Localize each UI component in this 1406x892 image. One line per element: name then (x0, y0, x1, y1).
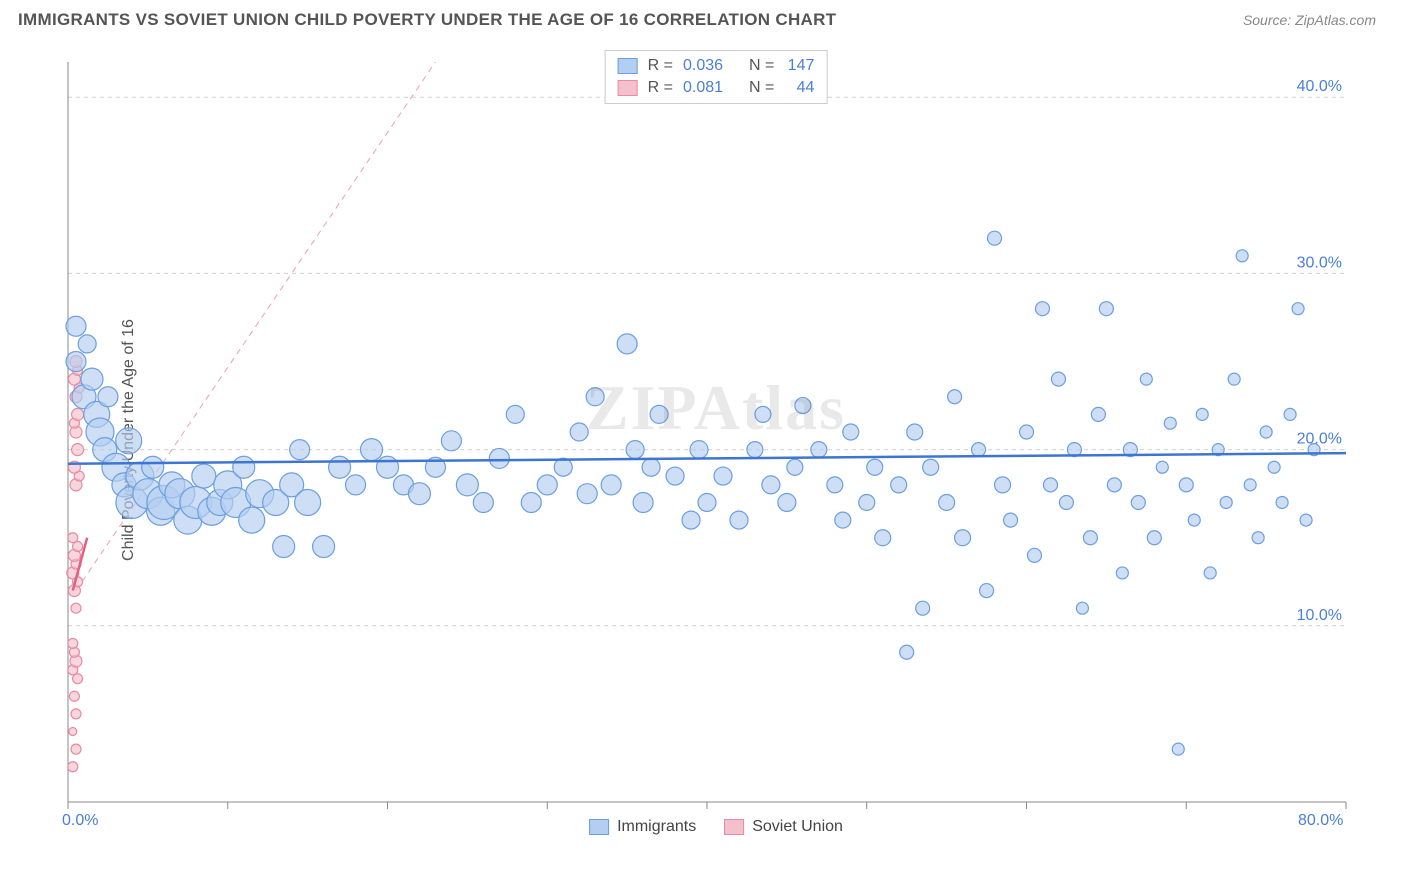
n-value: 147 (784, 55, 814, 77)
r-label: R = (648, 55, 673, 77)
r-value: 0.036 (683, 55, 723, 77)
svg-text:10.0%: 10.0% (1297, 607, 1342, 624)
x-axis-min: 0.0% (62, 812, 98, 830)
legend-row-immigrants: R = 0.036 N = 147 (618, 55, 815, 77)
legend-row-soviet: R = 0.081 N = 44 (618, 77, 815, 99)
x-axis-max: 80.0% (1298, 812, 1343, 830)
r-value: 0.081 (683, 77, 723, 99)
svg-text:40.0%: 40.0% (1297, 78, 1342, 95)
chart-title: IMMIGRANTS VS SOVIET UNION CHILD POVERTY… (18, 10, 836, 30)
chart-container: Child Poverty Under the Age of 16 10.0%2… (18, 40, 1388, 840)
n-label: N = (749, 55, 774, 77)
swatch-soviet (724, 819, 744, 835)
legend-stats: R = 0.036 N = 147 R = 0.081 N = 44 (605, 50, 828, 104)
swatch-immigrants (618, 58, 638, 74)
r-label: R = (648, 77, 673, 99)
plot-area: 10.0%20.0%30.0%40.0% ZIPAtlas R = 0.036 … (56, 40, 1376, 840)
swatch-immigrants (589, 819, 609, 835)
legend-item-immigrants: Immigrants (589, 818, 696, 836)
legend-bottom: Immigrants Soviet Union (589, 818, 843, 836)
legend-label: Immigrants (617, 818, 696, 836)
source-label: Source: ZipAtlas.com (1243, 12, 1376, 28)
n-value: 44 (784, 77, 814, 99)
swatch-soviet (618, 80, 638, 96)
legend-label: Soviet Union (752, 818, 843, 836)
svg-text:30.0%: 30.0% (1297, 254, 1342, 271)
legend-item-soviet: Soviet Union (724, 818, 843, 836)
svg-text:20.0%: 20.0% (1297, 431, 1342, 448)
n-label: N = (749, 77, 774, 99)
